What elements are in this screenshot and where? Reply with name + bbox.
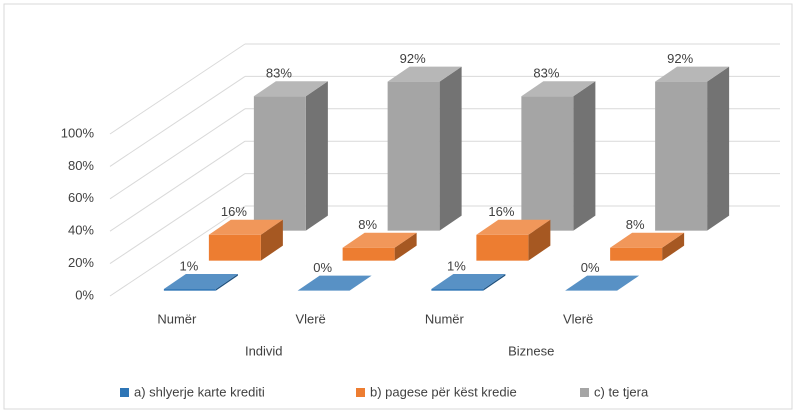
bar-front [387,81,440,231]
grid-line [109,108,246,200]
data-label: 83% [533,66,559,81]
data-label: 8% [626,217,645,232]
legend-label: a) shlyerje karte krediti [134,384,265,399]
bar [208,219,283,261]
group-label: Biznese [508,343,554,358]
bar [342,232,417,261]
y-tick-label: 80% [68,158,94,173]
y-tick-label: 20% [68,255,94,270]
grid-line [109,140,246,232]
data-label: 1% [447,258,466,273]
bar-top [431,274,506,290]
bar [565,275,640,291]
bar-front [655,81,708,231]
bar-front [342,247,395,261]
grid-line [109,205,246,297]
bar-side [573,81,596,231]
bar-top [610,232,685,248]
bar-side [260,219,283,261]
y-tick-label: 40% [68,223,94,238]
x-tick-label: Numër [157,311,197,326]
bar-front [476,234,529,261]
bar-top [163,274,238,290]
bar-top [253,81,328,97]
bar [610,232,685,261]
bar-top [476,219,551,235]
bar [163,274,238,291]
bar [655,66,730,231]
grid-line [109,43,246,135]
bar-front [521,96,574,231]
grid-line [109,75,246,167]
legend-swatch [120,388,129,397]
bar-front [208,234,261,261]
bar-side [662,232,685,261]
y-tick-label: 100% [61,125,95,140]
bar-side [215,274,238,291]
legend-swatch [356,388,365,397]
bar [521,81,596,231]
legend-label: c) te tjera [594,384,649,399]
bar-top [655,66,730,82]
y-tick-label: 60% [68,190,94,205]
bar-front [431,289,484,291]
y-tick-label: 0% [75,287,94,302]
data-label: 16% [221,204,247,219]
data-label: 0% [313,260,332,275]
bar-side [439,66,462,231]
bar-side [305,81,328,231]
bar-top [342,232,417,248]
bar-top [297,275,372,291]
bar-side [394,232,417,261]
bar-front [253,96,306,231]
bar-side [707,66,730,231]
group-label: Individ [245,343,283,358]
bar [387,66,462,231]
bar-side [483,274,506,291]
bar-top [208,219,283,235]
data-label: 8% [358,217,377,232]
bar [253,81,328,231]
data-label: 0% [581,260,600,275]
legend-label: b) pagese për këst kredie [370,384,517,399]
data-label: 83% [266,66,292,81]
grid-line [109,173,246,265]
data-label: 92% [667,51,693,66]
bar-front [610,247,663,261]
bar-top [521,81,596,97]
bar [476,219,551,261]
bar-front [163,289,216,291]
x-tick-label: Numër [425,311,465,326]
data-label: 1% [179,258,198,273]
x-tick-label: Vlerë [295,311,325,326]
bar [431,274,506,291]
bar-top [565,275,640,291]
bar-top [387,66,462,82]
bar-side [528,219,551,261]
bar [297,275,372,291]
x-tick-label: Vlerë [563,311,593,326]
legend-swatch [580,388,589,397]
data-label: 92% [400,51,426,66]
data-label: 16% [488,204,514,219]
